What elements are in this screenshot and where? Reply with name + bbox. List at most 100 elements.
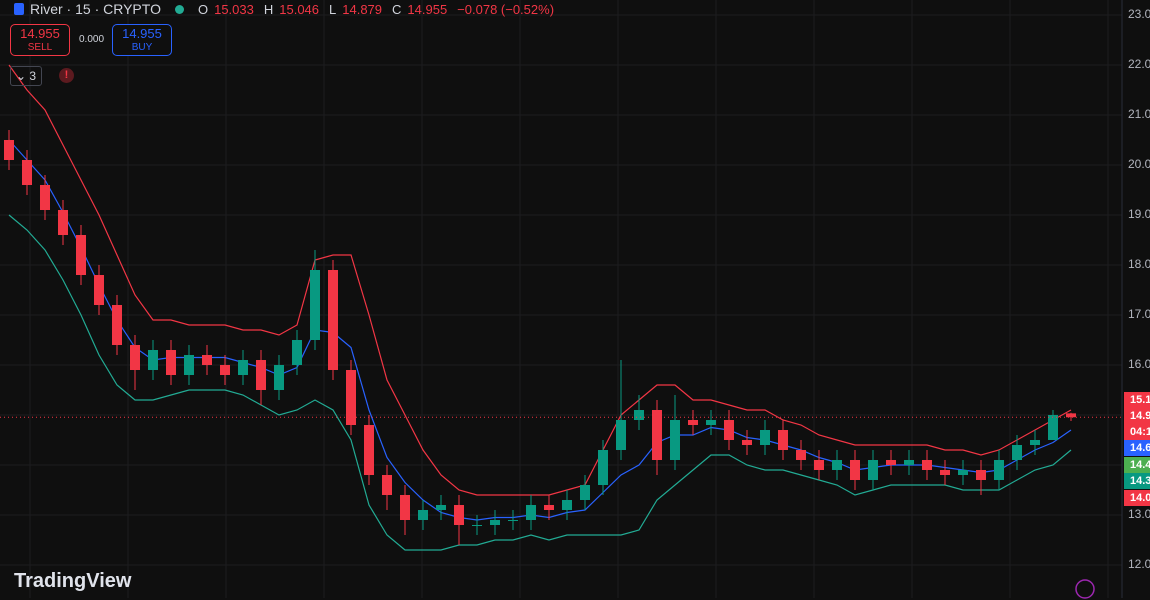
y-tick-label: 21.0 (1128, 107, 1150, 121)
candle-body (814, 460, 824, 470)
candle-body (22, 160, 32, 185)
candle-body (976, 470, 986, 480)
candle-body (94, 275, 104, 305)
y-tick-label: 16.0 (1128, 357, 1150, 371)
candle-body (904, 460, 914, 465)
status-dot (174, 4, 184, 14)
candle-body (310, 270, 320, 340)
price-tag: 14.9 (1124, 408, 1150, 424)
candle-body (778, 430, 788, 450)
candle-body (850, 460, 860, 480)
candle-body (364, 425, 374, 475)
candle-body (112, 305, 122, 345)
candle-body (1030, 440, 1040, 445)
candle-body (886, 460, 896, 465)
candle-body (148, 350, 158, 370)
ohlc-label: H (263, 1, 274, 17)
ohlc-value: 14.955 (407, 1, 448, 17)
candle-body (130, 345, 140, 370)
y-tick-label: 13.0 (1128, 507, 1150, 521)
ohlc-label: O (197, 1, 209, 17)
candle-body (544, 505, 554, 510)
y-tick-label: 17.0 (1128, 307, 1150, 321)
candle-body (40, 185, 50, 210)
price-tag: 04:1 (1124, 424, 1150, 440)
ohlc-value: 14.879 (342, 1, 383, 17)
candle-body (796, 450, 806, 460)
candle-body (580, 485, 590, 500)
price-tag: 14.4 (1124, 457, 1150, 473)
ohlc-value: 15.033 (214, 1, 254, 17)
candle-body (832, 460, 842, 470)
candle-body (238, 360, 248, 375)
band-line (8, 64, 1072, 496)
candle-body (1066, 413, 1076, 418)
buy-price: 14.955 (122, 26, 162, 41)
symbol-icon (14, 3, 24, 15)
candle-body (292, 340, 302, 365)
price-tag: 14.3 (1124, 473, 1150, 489)
candle-body (4, 140, 14, 160)
candle-body (256, 360, 266, 390)
candle-body (760, 430, 770, 445)
candle-body (382, 475, 392, 495)
candle-body (220, 365, 230, 375)
candle-body (454, 505, 464, 525)
band-line (8, 214, 1072, 551)
ohlc-value: 15.046 (279, 1, 320, 17)
y-tick-label: 22.0 (1128, 57, 1150, 71)
candle-body (418, 510, 428, 520)
price-tag: 14.0 (1124, 490, 1150, 506)
candle-body (958, 470, 968, 475)
candle-body (508, 520, 518, 521)
candle-body (868, 460, 878, 480)
sell-label: SELL (27, 42, 53, 53)
brand-logo[interactable]: TradingView (14, 570, 132, 592)
candle-body (400, 495, 410, 520)
ohlc-label: C (392, 1, 402, 17)
candle-body (346, 370, 356, 425)
candle-body (58, 210, 68, 235)
spread: 0.000 (79, 34, 105, 45)
candle-body (202, 355, 212, 365)
price-tag: 15.1 (1124, 392, 1150, 408)
candle-body (526, 505, 536, 520)
ohlc-label: L (329, 1, 337, 17)
symbol[interactable]: River · 15 · CRYPTO (30, 1, 161, 17)
candle-body (940, 470, 950, 475)
candle-body (598, 450, 608, 485)
candle-body (328, 270, 338, 370)
candle-body (706, 420, 716, 425)
indicator-toggle[interactable]: ⌄ 3 (10, 66, 42, 86)
bolt-button (1075, 579, 1095, 599)
candle-body (688, 420, 698, 425)
candle-body (1048, 415, 1058, 440)
candle-body (616, 420, 626, 450)
candle-body (562, 500, 572, 510)
candle-body (994, 460, 1004, 480)
sell-price: 14.955 (20, 26, 60, 41)
candle-body (472, 525, 482, 526)
candle-body (670, 420, 680, 460)
buy-button[interactable]: 14.955 BUY (112, 24, 172, 56)
y-tick-label: 23.0 (1128, 7, 1150, 21)
alert-icon[interactable]: ! (59, 68, 74, 83)
sell-button[interactable]: 14.955 SELL (10, 24, 70, 56)
y-tick-label: 18.0 (1128, 257, 1150, 271)
candle-body (724, 420, 734, 440)
candle-body (436, 505, 446, 510)
candle-body (634, 410, 644, 420)
candle-body (274, 365, 284, 390)
y-tick-label: 19.0 (1128, 207, 1150, 221)
y-tick-label: 12.0 (1128, 557, 1150, 571)
candle-body (184, 355, 194, 375)
symbol-header: River · 15 · CRYPTO O 15.033 H 15.046 L 14.… (14, 0, 558, 18)
y-tick-label: 20.0 (1128, 157, 1150, 171)
indicator-count: 3 (29, 69, 37, 83)
candle-body (1012, 445, 1022, 460)
price-tag: 14.6 (1124, 440, 1150, 456)
candle-body (922, 460, 932, 470)
buy-label: BUY (131, 42, 153, 53)
